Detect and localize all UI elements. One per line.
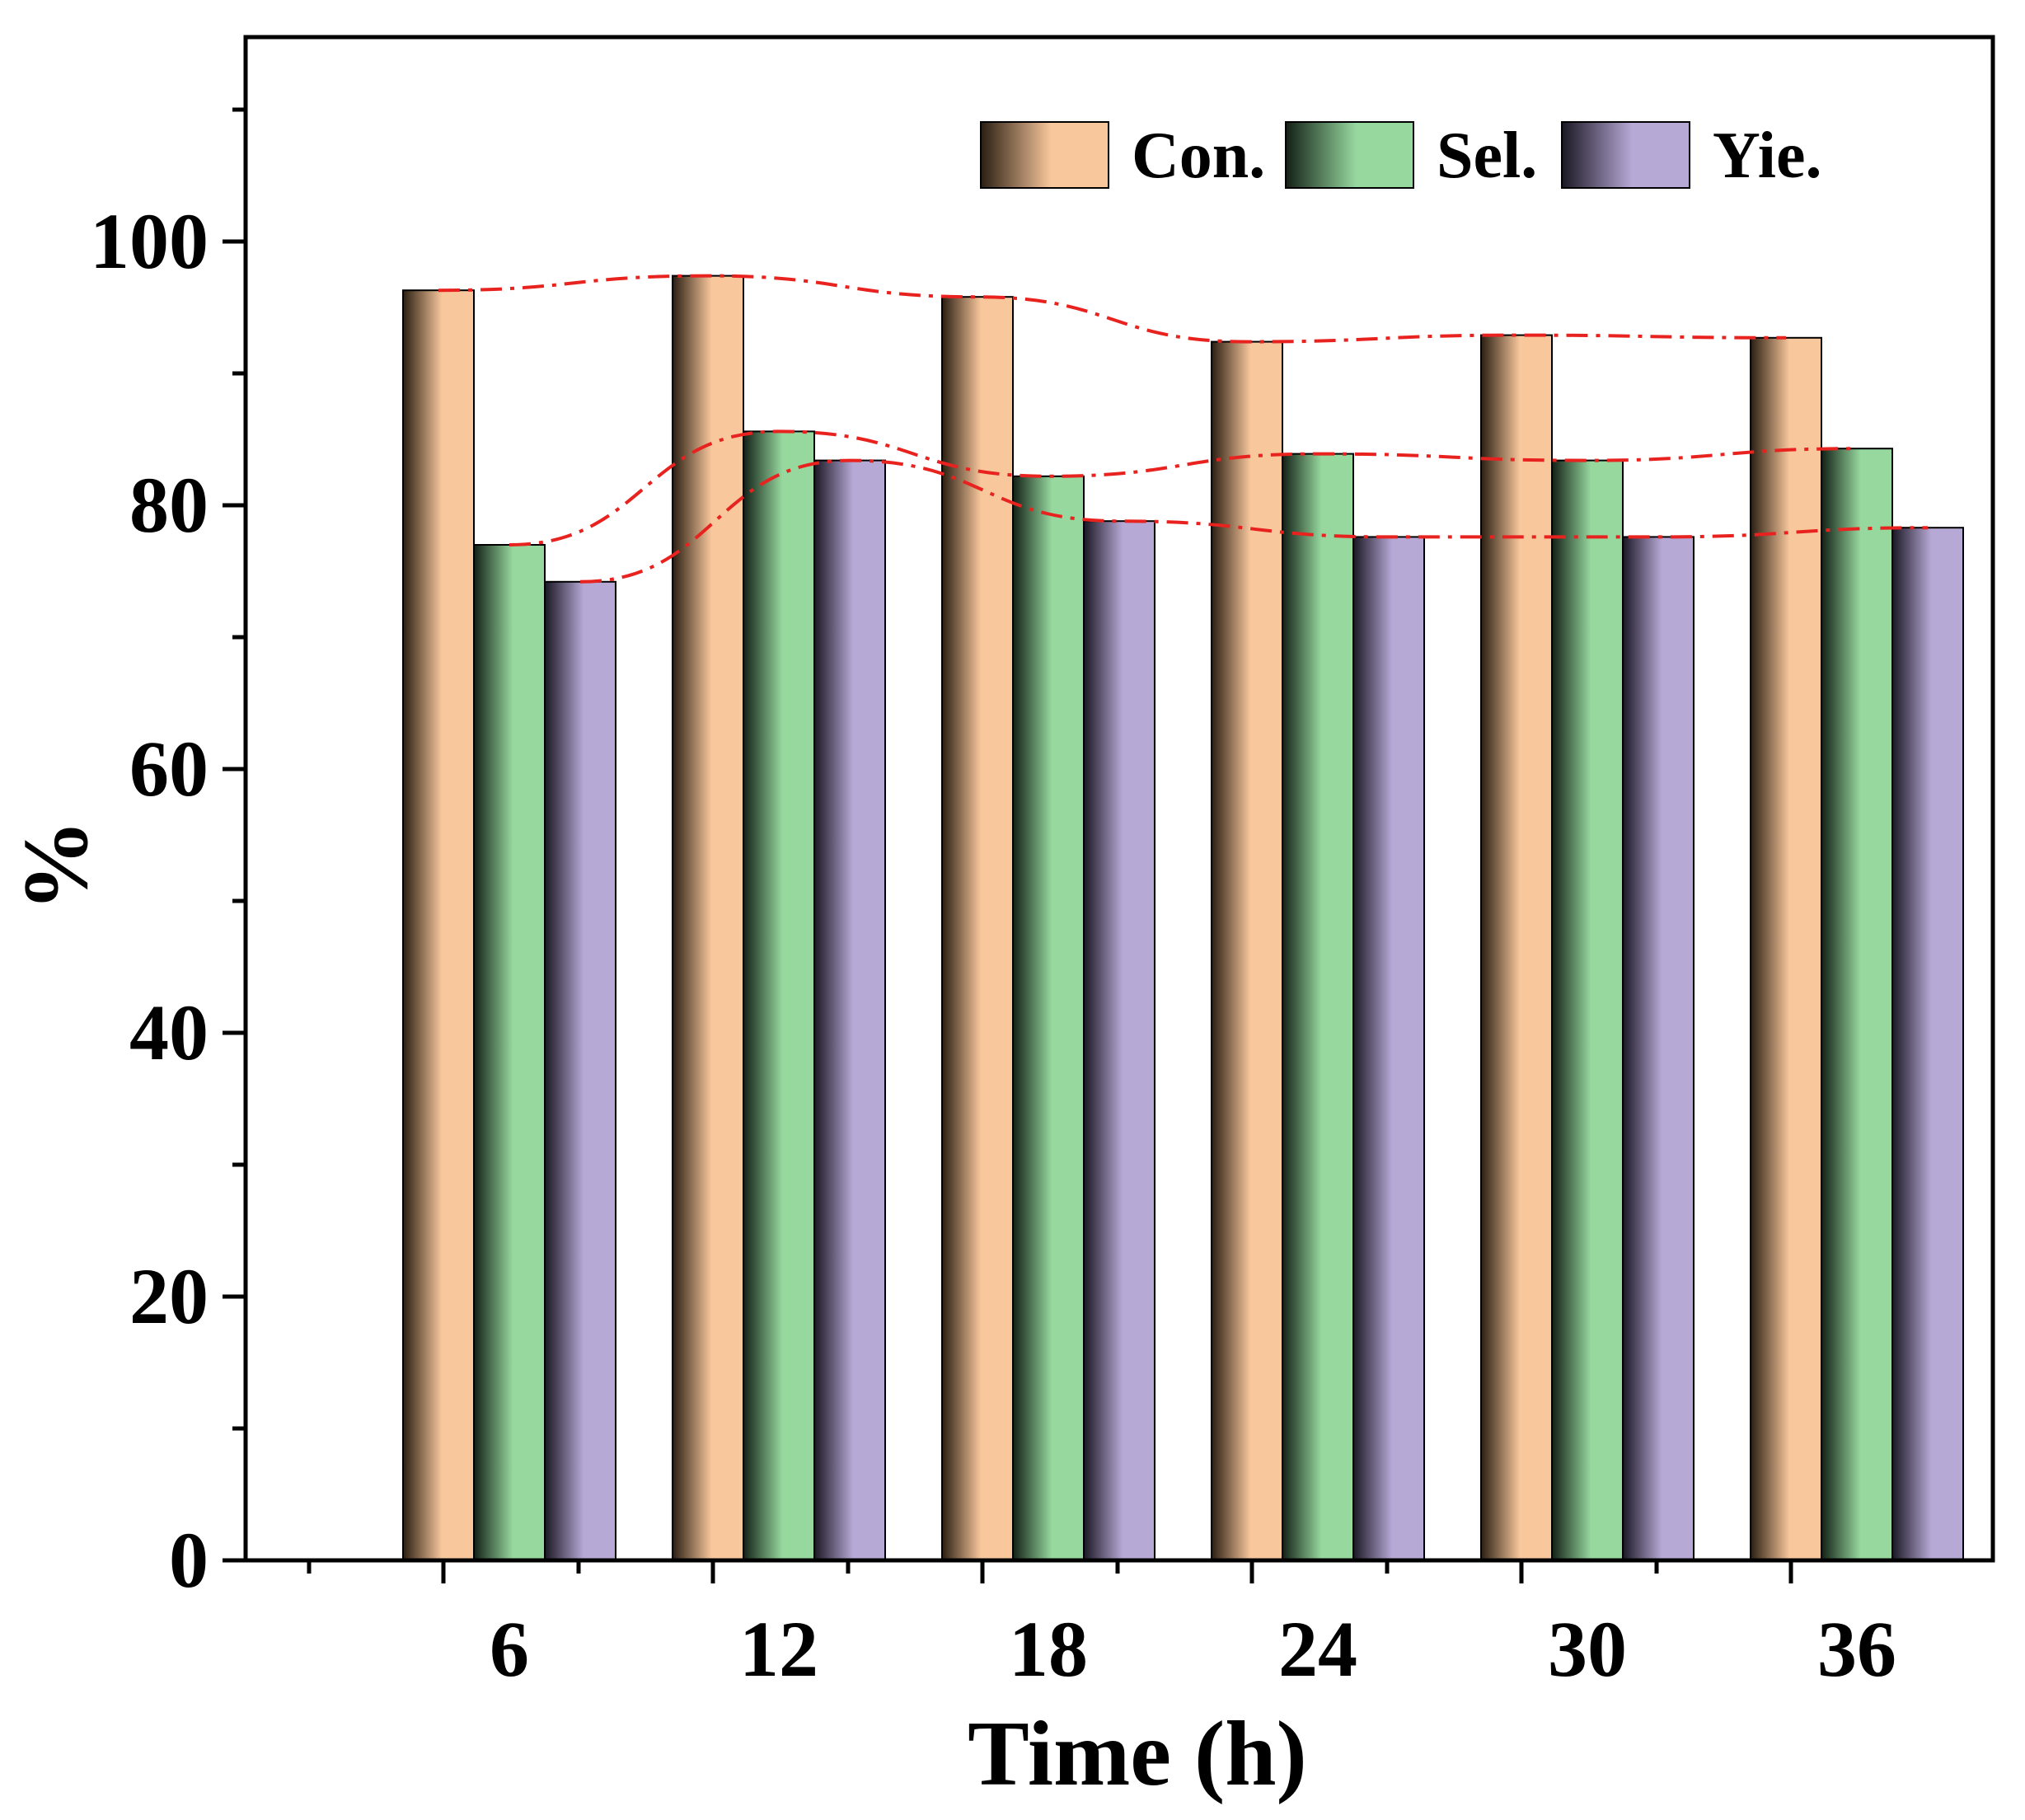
legend-label-con: Con. — [1132, 120, 1265, 192]
bars-layer — [402, 274, 1964, 1562]
bar-yie-30 — [1622, 536, 1695, 1561]
x-tick-label: 18 — [1009, 1605, 1088, 1693]
axes: 0 20 40 60 80 100 6 12 18 24 30 36 — [90, 35, 1995, 1693]
x-tick-label: 12 — [739, 1605, 818, 1693]
bar-con-18 — [941, 296, 1014, 1562]
bar-con-6 — [402, 289, 475, 1562]
legend-swatch-con — [980, 121, 1109, 189]
y-axis-title: % — [5, 819, 107, 912]
bar-yie-18 — [1083, 520, 1155, 1562]
bar-sel-36 — [1821, 448, 1893, 1562]
x-axis-title: Time (h) — [968, 1703, 1307, 1805]
bar-con-24 — [1211, 340, 1283, 1562]
legend-swatch-sel — [1285, 121, 1414, 189]
bar-yie-12 — [813, 459, 886, 1561]
bar-sel-30 — [1551, 459, 1624, 1561]
bar-con-36 — [1750, 336, 1822, 1561]
y-tick-label: 80 — [129, 461, 209, 549]
bar-con-12 — [672, 274, 744, 1562]
y-tick-label: 100 — [90, 197, 209, 285]
y-tick-label: 60 — [129, 725, 209, 813]
bar-sel-24 — [1282, 453, 1354, 1561]
bar-yie-24 — [1352, 536, 1425, 1561]
x-tick-label: 36 — [1817, 1605, 1896, 1693]
trend-line-con — [438, 274, 1787, 344]
bar-sel-18 — [1012, 475, 1085, 1561]
bar-yie-36 — [1891, 527, 1964, 1562]
trend-line-sel — [509, 429, 1858, 546]
legend: Con. Sel. Yie. — [980, 120, 1822, 192]
bar-yie-6 — [544, 580, 616, 1561]
x-tick-label: 24 — [1278, 1605, 1357, 1693]
bar-sel-12 — [743, 430, 815, 1561]
legend-swatch-yie — [1561, 121, 1690, 189]
trend-line-yie — [579, 458, 1929, 584]
y-tick-label: 0 — [169, 1516, 209, 1604]
legend-label-yie: Yie. — [1713, 120, 1822, 192]
y-tick-label: 40 — [129, 988, 209, 1077]
trend-lines — [438, 274, 1929, 584]
x-tick-label: 6 — [490, 1605, 529, 1693]
y-tick-label: 20 — [129, 1252, 209, 1340]
legend-label-sel: Sel. — [1437, 120, 1537, 192]
bar-sel-6 — [473, 544, 546, 1561]
x-tick-label: 30 — [1548, 1605, 1627, 1693]
bar-con-30 — [1480, 334, 1553, 1562]
